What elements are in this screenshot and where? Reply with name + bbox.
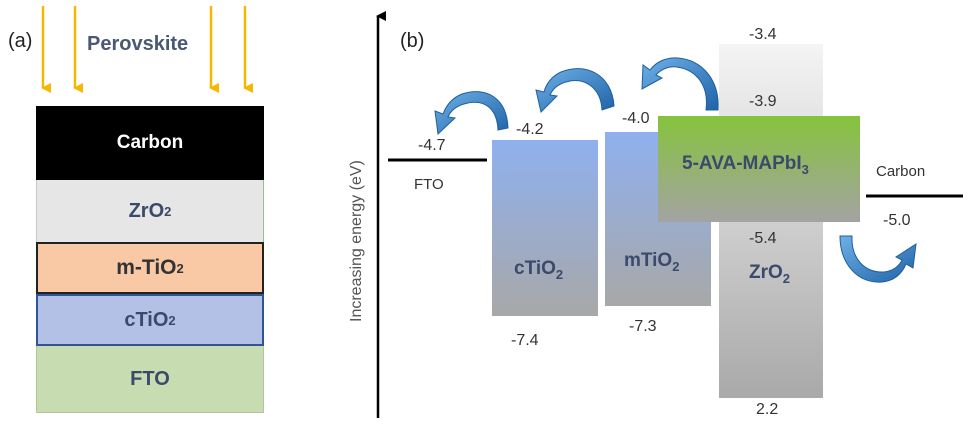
layer-carbon-label: Carbon — [116, 132, 184, 153]
mtio2-label-sub: 2 — [672, 258, 680, 274]
zro2-label-sub: 2 — [782, 270, 791, 286]
ctio2-label: cTiO2 — [514, 258, 563, 282]
light-arrows — [41, 6, 253, 93]
layer-ctio2-label: cTiO — [124, 308, 169, 331]
ctio2-bottom-value: -7.4 — [511, 332, 539, 349]
mtio2-label: mTiO2 — [624, 250, 679, 274]
perovskite-label-sub: 3 — [801, 161, 809, 177]
layer-fto: FTO — [36, 346, 264, 413]
perovskite-title: Perovskite — [87, 33, 189, 55]
zro2-top-value: -3.4 — [749, 26, 777, 43]
panel-b-label: (b) — [400, 30, 425, 52]
carbon-label: Carbon — [876, 163, 926, 180]
perovskite-label: 5-AVA-MAPbI3 — [682, 153, 809, 177]
panel-a-label: (a) — [8, 30, 33, 52]
mtio2-bottom-value: -7.3 — [629, 318, 657, 335]
zro2-label-text: ZrO — [749, 262, 783, 283]
transfer-arrow-mtio2-to-ctio2 — [535, 68, 615, 113]
ctio2-label-text: cTiO — [514, 258, 556, 279]
layer-ctio2: cTiO 2 — [36, 294, 264, 346]
zro2-bottom-value: 2.2 — [756, 401, 779, 418]
perovskite-bar — [658, 116, 860, 222]
layer-mtio2: m-TiO 2 — [36, 242, 264, 294]
carbon-level-value: -5.0 — [883, 212, 911, 229]
fto-level-value: -4.7 — [418, 137, 446, 154]
layer-mtio2-sub: 2 — [176, 260, 184, 276]
perovskite-label-text: 5-AVA-MAPbI — [682, 153, 802, 174]
layer-zro2-label: ZrO — [128, 199, 165, 222]
layer-zro2-sub: 2 — [164, 203, 172, 219]
layer-zro2: ZrO 2 — [36, 180, 264, 242]
transfer-arrow-perovskite-to-carbon — [839, 235, 917, 283]
ctio2-top-value: -4.2 — [516, 121, 544, 138]
ctio2-bar — [492, 140, 598, 316]
zro2-lower-value: -5.4 — [749, 230, 777, 247]
layer-fto-label: FTO — [130, 367, 170, 390]
transfer-arrow-ctio2-to-fto — [434, 91, 509, 136]
ctio2-label-sub: 2 — [555, 266, 564, 282]
zro2-upper-value: -3.9 — [749, 93, 777, 110]
transfer-arrow-perovskite-to-mtio2 — [641, 57, 719, 111]
mtio2-label-text: mTiO — [624, 250, 673, 271]
layer-carbon: Carbon — [36, 106, 264, 180]
layer-ctio2-sub: 2 — [168, 312, 176, 328]
fto-label: FTO — [414, 176, 444, 193]
energy-axis-label: Increasing energy (eV) — [348, 160, 365, 322]
zro2-label: ZrO2 — [749, 262, 790, 286]
layer-mtio2-label: m-TiO — [116, 256, 177, 279]
mtio2-top-value: -4.0 — [622, 110, 650, 127]
